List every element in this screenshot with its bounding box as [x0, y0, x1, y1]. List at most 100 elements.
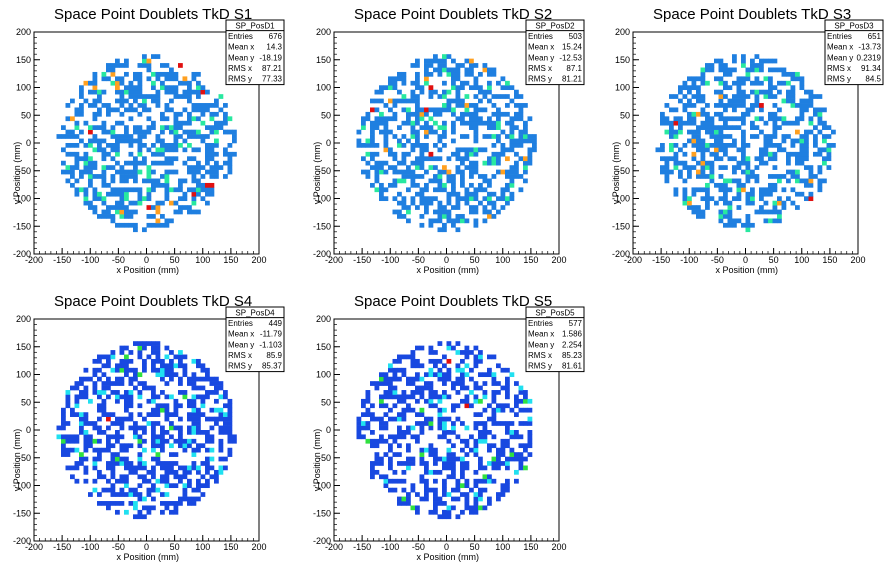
bin-cell — [92, 165, 98, 170]
bin-cell — [732, 80, 737, 86]
bin-cell — [505, 111, 510, 117]
bin-cell — [460, 438, 465, 444]
bin-cell — [505, 200, 510, 206]
bin-cell — [433, 358, 438, 364]
bin-cell — [460, 134, 465, 139]
bin-cell — [374, 461, 380, 466]
bin-cell — [155, 89, 161, 95]
bin-cell — [169, 98, 174, 104]
bin-cell — [428, 487, 434, 493]
bin-cell — [70, 169, 75, 175]
bin-cell — [218, 385, 224, 391]
bin-cell — [786, 120, 791, 126]
bin-cell — [451, 174, 456, 179]
bin-cell — [83, 143, 89, 148]
bin-cell — [115, 416, 120, 422]
bin-cell — [410, 125, 416, 130]
bin-cell — [374, 456, 380, 462]
bin-cell — [523, 390, 528, 395]
bin-cell — [527, 407, 533, 413]
bin-cell — [401, 430, 407, 435]
bin-cell — [191, 116, 197, 122]
bin-cell — [437, 501, 443, 506]
stats-label: Mean y — [827, 53, 853, 62]
bin-cell — [415, 76, 420, 82]
bin-cell — [200, 376, 206, 382]
bin-cell — [164, 461, 170, 466]
bin-cell — [191, 358, 197, 364]
bin-cell — [133, 125, 138, 130]
bin-cell — [786, 134, 791, 139]
bin-cell — [397, 461, 402, 466]
bin-cell — [759, 209, 764, 215]
bin-cell — [736, 147, 742, 153]
bin-cell — [772, 200, 778, 206]
bin-cell — [505, 478, 510, 484]
bin-cell — [424, 80, 429, 86]
bin-cell — [119, 120, 125, 126]
bin-cell — [146, 125, 152, 130]
bin-cell — [437, 218, 443, 224]
bin-cell — [196, 129, 201, 135]
bin-cell — [410, 483, 416, 489]
bin-cell — [187, 85, 192, 91]
bin-cell — [160, 474, 165, 480]
bin-cell — [714, 143, 719, 148]
bin-cell — [682, 191, 688, 197]
bin-cell — [491, 443, 497, 449]
bin-cell — [61, 438, 66, 444]
bin-cell — [370, 134, 375, 139]
bin-cell — [65, 134, 71, 139]
bin-cell — [772, 165, 778, 170]
bin-cell — [173, 363, 179, 369]
bin-cell — [451, 120, 456, 126]
bin-cell — [374, 469, 380, 475]
bin-cell — [491, 381, 497, 386]
bin-cell — [142, 345, 147, 351]
bin-cell — [173, 200, 179, 206]
bin-cell — [491, 134, 497, 139]
bin-cell — [164, 178, 170, 184]
bin-cell — [361, 434, 366, 440]
bin-cell — [124, 85, 129, 91]
bin-cell — [410, 505, 416, 511]
y-tick-label: 100 — [316, 83, 331, 93]
bin-cell — [772, 129, 778, 135]
bin-cell — [509, 407, 515, 413]
bin-cell — [428, 358, 434, 364]
bin-cell — [151, 443, 156, 449]
bin-cell — [718, 134, 724, 139]
bin-cell — [705, 174, 710, 179]
y-tick-label: -150 — [13, 508, 31, 518]
bin-cell — [736, 116, 742, 122]
bin-cell — [478, 434, 483, 440]
bin-cell — [401, 394, 407, 400]
bin-cell — [227, 425, 233, 431]
y-axis-label: y Position (mm) — [12, 429, 22, 492]
bin-cell — [473, 501, 479, 506]
bin-cell — [714, 76, 719, 82]
bin-cell — [379, 116, 384, 122]
bin-cell — [433, 350, 438, 355]
bin-cell — [682, 107, 688, 113]
bin-cell — [424, 63, 429, 68]
bin-cell — [419, 116, 425, 122]
bin-cell — [106, 358, 111, 364]
bin-cell — [473, 425, 479, 431]
bin-cell — [700, 80, 706, 86]
x-tick-label: 0 — [144, 542, 149, 552]
bin-cell — [191, 403, 197, 409]
bin-cell — [437, 187, 443, 193]
bin-cell — [196, 191, 201, 197]
bin-cell — [146, 196, 152, 202]
bin-cell — [514, 469, 519, 475]
bin-cell — [772, 218, 778, 224]
bin-cell — [392, 151, 398, 157]
bin-cell — [759, 147, 764, 153]
bin-cell — [527, 416, 533, 422]
bin-cell — [115, 363, 120, 369]
bin-cell — [727, 134, 733, 139]
bin-cell — [137, 434, 143, 440]
bin-cell — [401, 214, 407, 219]
bin-cell — [227, 151, 233, 157]
